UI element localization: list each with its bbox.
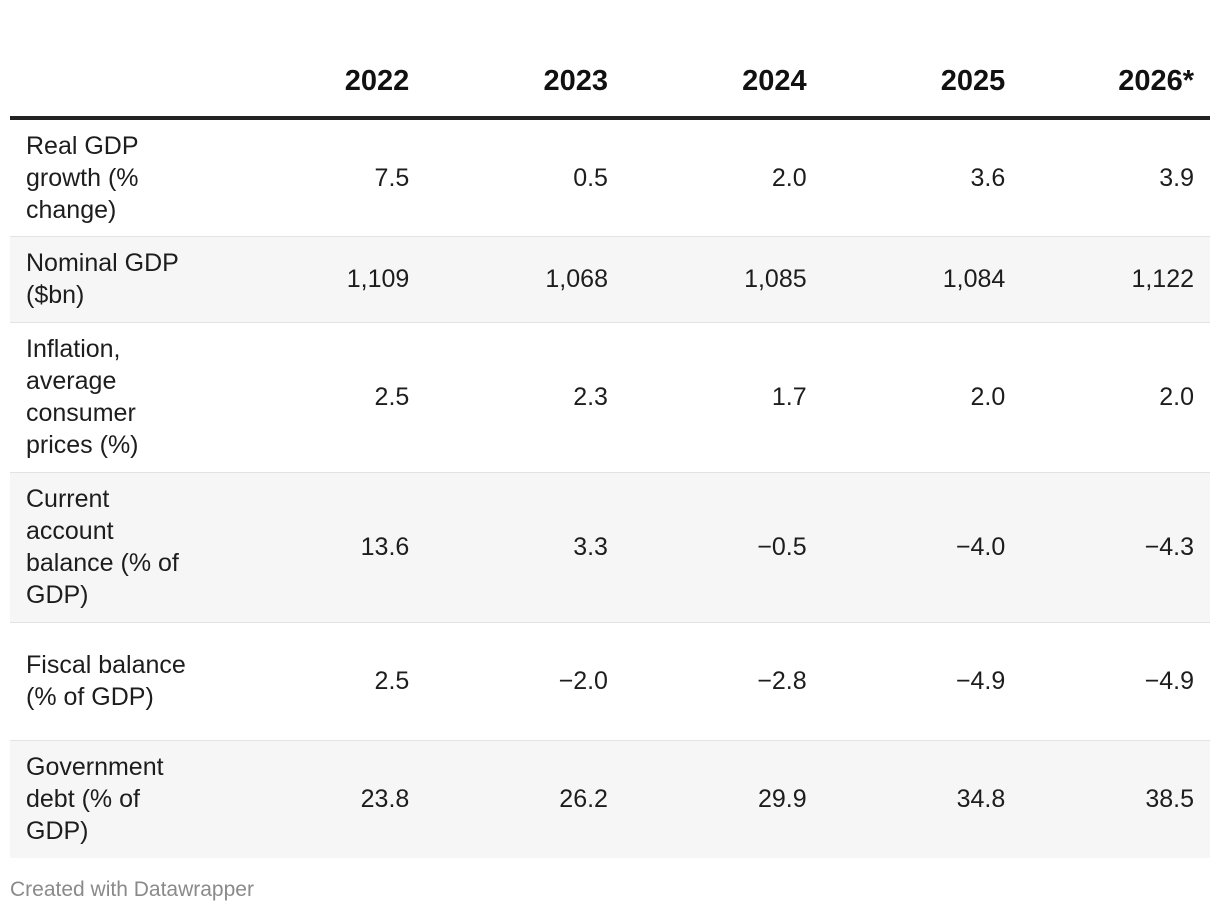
header-cell-year[interactable]: 2026* — [1005, 0, 1210, 120]
table-cell: 1,084 — [806, 236, 1006, 323]
table-cell: 23.8 — [210, 740, 410, 858]
header-cell-label[interactable] — [10, 0, 211, 120]
table-row: Current account balance (% of GDP) 13.6 … — [10, 472, 1210, 623]
table-cell: 1,085 — [607, 236, 807, 323]
table-cell: 7.5 — [210, 118, 410, 237]
table-cell: −2.0 — [409, 622, 608, 741]
table-cell: 3.6 — [806, 118, 1006, 237]
header-cell-year[interactable]: 2025 — [806, 0, 1006, 120]
table-cell: 1,109 — [210, 236, 410, 323]
table-cell: 34.8 — [806, 740, 1006, 858]
table-cell: 38.5 — [1005, 740, 1210, 858]
table-cell: −2.8 — [607, 622, 807, 741]
table-row: Real GDP growth (% change) 7.5 0.5 2.0 3… — [10, 118, 1210, 237]
table-cell: −4.0 — [806, 472, 1006, 623]
table-cell: 2.0 — [806, 322, 1006, 473]
header-cell-year[interactable]: 2023 — [409, 0, 608, 120]
row-label: Government debt (% of GDP) — [10, 740, 211, 858]
table-cell: 29.9 — [607, 740, 807, 858]
table-cell: 1,122 — [1005, 236, 1210, 323]
row-label: Current account balance (% of GDP) — [10, 472, 211, 623]
data-table-container: 2022 2023 2024 2025 2026* Real GDP growt… — [10, 0, 1210, 858]
table-cell: −4.3 — [1005, 472, 1210, 623]
economic-indicators-table: 2022 2023 2024 2025 2026* Real GDP growt… — [10, 0, 1210, 858]
table-cell: 2.5 — [210, 622, 410, 741]
table-cell: −4.9 — [1005, 622, 1210, 741]
table-header-row: 2022 2023 2024 2025 2026* — [10, 0, 1210, 120]
table-cell: 1,068 — [409, 236, 608, 323]
table-cell: 1.7 — [607, 322, 807, 473]
row-label: Nominal GDP ($bn) — [10, 236, 211, 323]
table-cell: 26.2 — [409, 740, 608, 858]
table-cell: 13.6 — [210, 472, 410, 623]
row-label: Inflation, average consumer prices (%) — [10, 322, 211, 473]
table-cell: −0.5 — [607, 472, 807, 623]
table-cell: 2.0 — [607, 118, 807, 237]
row-label: Real GDP growth (% change) — [10, 118, 211, 237]
table-cell: 3.9 — [1005, 118, 1210, 237]
header-cell-year[interactable]: 2024 — [607, 0, 807, 120]
table-cell: 0.5 — [409, 118, 608, 237]
table-row: Government debt (% of GDP) 23.8 26.2 29.… — [10, 740, 1210, 858]
table-cell: 2.0 — [1005, 322, 1210, 473]
table-cell: 2.3 — [409, 322, 608, 473]
header-cell-year[interactable]: 2022 — [210, 0, 410, 120]
table-cell: 3.3 — [409, 472, 608, 623]
table-cell: −4.9 — [806, 622, 1006, 741]
table-row: Fiscal balance (% of GDP) 2.5 −2.0 −2.8 … — [10, 622, 1210, 741]
table-row: Inflation, average consumer prices (%) 2… — [10, 322, 1210, 473]
table-cell: 2.5 — [210, 322, 410, 473]
row-label: Fiscal balance (% of GDP) — [10, 622, 211, 741]
datawrapper-credit[interactable]: Created with Datawrapper — [10, 878, 254, 901]
table-row: Nominal GDP ($bn) 1,109 1,068 1,085 1,08… — [10, 236, 1210, 323]
